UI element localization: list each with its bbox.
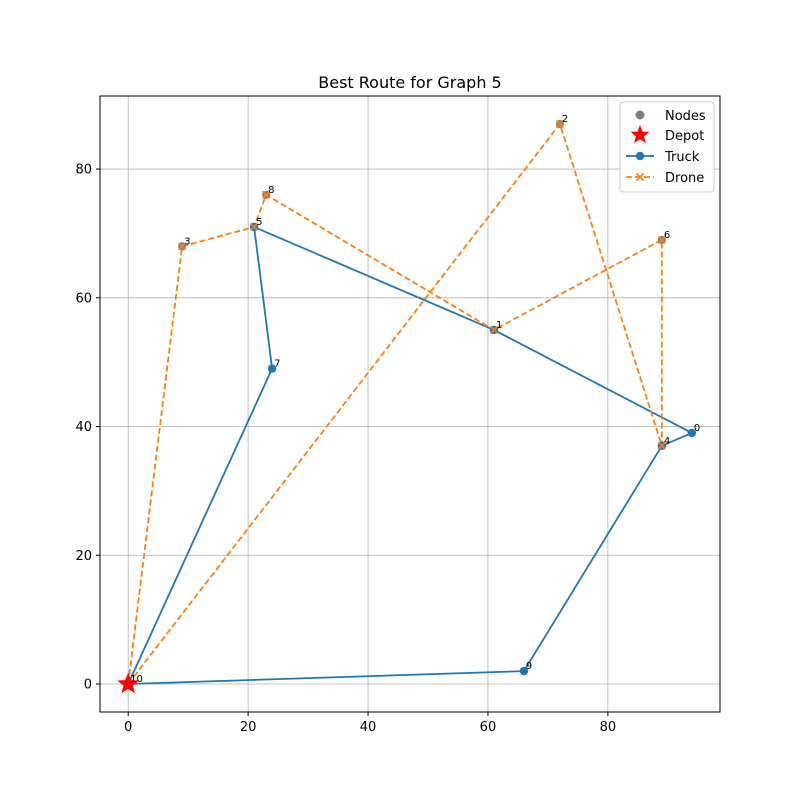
grid-lines <box>100 96 720 712</box>
node-label: 10 <box>130 674 143 685</box>
legend-label-depot: Depot <box>665 129 704 144</box>
x-tick-label: 0 <box>124 720 132 735</box>
legend-drone-swatch <box>626 172 654 182</box>
y-tick-label: 80 <box>75 163 92 178</box>
truck-point <box>687 428 697 438</box>
node-label: 4 <box>664 436 670 447</box>
node-label: 3 <box>184 236 190 247</box>
x-tick-label: 40 <box>360 720 377 735</box>
legend-label-drone: Drone <box>665 171 704 186</box>
legend-depot-swatch <box>630 125 650 144</box>
y-tick-label: 60 <box>75 291 92 306</box>
y-tick-label: 20 <box>75 549 92 564</box>
truck-point <box>267 364 277 373</box>
drone-point <box>262 190 271 199</box>
markers <box>117 119 697 694</box>
chart-title: Best Route for Graph 5 <box>318 73 501 92</box>
drone-point <box>657 441 666 450</box>
drone-point <box>489 325 499 335</box>
drone-point <box>178 242 187 251</box>
x-tick-label: 60 <box>480 720 497 735</box>
node-label: 9 <box>526 661 532 672</box>
axis-ticks: 0 20 40 60 80 0 20 40 60 80 <box>75 163 616 735</box>
truck-point <box>519 666 529 676</box>
node-label: 8 <box>268 185 274 196</box>
node-label: 7 <box>274 359 280 370</box>
depot-marker <box>117 672 140 694</box>
legend: Nodes Depot Truck Drone <box>619 101 715 193</box>
legend-label-nodes: Nodes <box>665 109 706 124</box>
node-label: 2 <box>562 114 568 125</box>
legend-box <box>619 101 715 193</box>
y-tick-label: 40 <box>75 420 92 435</box>
node-label: 0 <box>694 423 700 434</box>
drone-point <box>657 235 666 244</box>
legend-truck-swatch <box>626 151 654 161</box>
legend-nodes-swatch <box>635 110 645 120</box>
plot-frame <box>99 95 721 713</box>
drone-point <box>555 119 564 129</box>
x-tick-label: 80 <box>600 720 617 735</box>
node-label: 6 <box>664 230 670 241</box>
node-label: 5 <box>256 217 262 228</box>
legend-drone-marker <box>635 172 645 182</box>
y-tick-label: 0 <box>84 678 92 693</box>
drone-point <box>250 222 259 232</box>
node-labels: 0 1 2 3 4 5 6 7 8 9 10 <box>130 114 700 685</box>
legend-label-truck: Truck <box>664 150 700 165</box>
x-tick-label: 20 <box>240 720 257 735</box>
truck-route-line <box>127 225 694 685</box>
node-label: 1 <box>496 320 502 331</box>
